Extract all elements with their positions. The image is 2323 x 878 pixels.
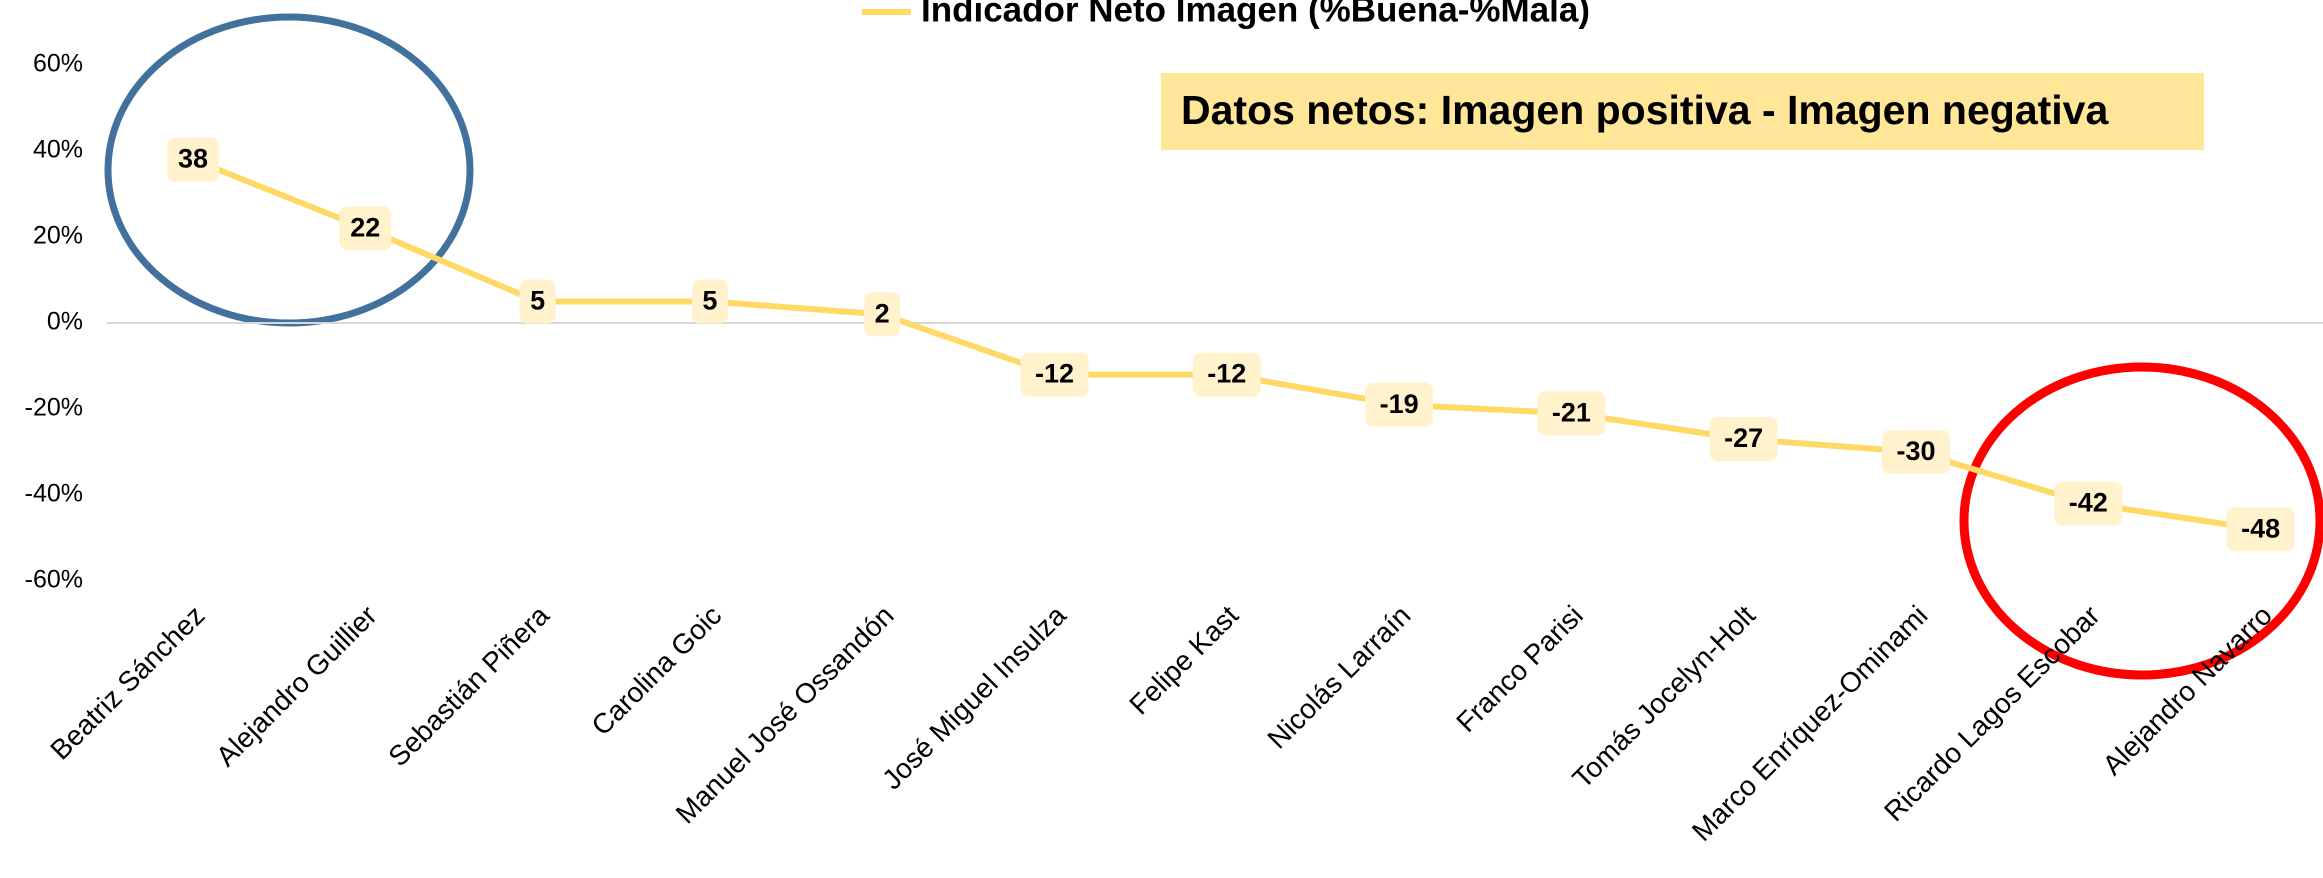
data-label-box xyxy=(1709,417,1778,462)
highlight-circle xyxy=(1959,362,2323,680)
x-tick-label: Carolina Goic xyxy=(585,600,727,742)
x-tick-label: Beatriz Sánchez xyxy=(44,600,210,766)
data-label-box xyxy=(864,292,901,337)
data-label: 5 xyxy=(530,286,545,316)
data-label-box xyxy=(339,206,392,251)
highlight-circle xyxy=(104,13,474,327)
data-label: -21 xyxy=(1552,397,1591,427)
annotation-box xyxy=(1161,73,2204,150)
data-label: 2 xyxy=(875,299,890,329)
data-label-box xyxy=(1192,352,1261,397)
data-label: -30 xyxy=(1896,436,1935,466)
y-tick-label: -20% xyxy=(25,394,83,422)
x-tick-label: Nicolás Larraín xyxy=(1261,600,1416,755)
x-tick-label: Franco Parisi xyxy=(1450,600,1589,739)
data-label-box xyxy=(691,279,728,324)
data-label: 22 xyxy=(350,213,380,243)
data-label: -42 xyxy=(2069,488,2108,518)
data-label: -48 xyxy=(2241,514,2280,544)
y-tick-label: 20% xyxy=(33,222,83,250)
legend-label: Indicador Neto Imagen (%Buena-%Mala) xyxy=(921,0,1590,29)
data-label-box xyxy=(519,279,556,324)
x-tick-label: Alejandro Navarro xyxy=(2097,600,2278,781)
data-label-box xyxy=(1882,430,1950,474)
data-label: 38 xyxy=(178,144,208,174)
data-label-box xyxy=(167,137,219,182)
data-label-box xyxy=(2226,507,2295,552)
data-label: -19 xyxy=(1380,389,1419,419)
y-tick-label: -60% xyxy=(25,566,83,594)
y-tick-label: 60% xyxy=(33,50,83,78)
x-tick-label: Sebastián Piñera xyxy=(382,599,555,772)
data-label-box xyxy=(1537,391,1606,436)
y-tick-label: -40% xyxy=(25,480,83,508)
data-label-box xyxy=(1365,382,1434,427)
data-label: -12 xyxy=(1035,359,1074,389)
data-label-box xyxy=(2054,481,2123,526)
data-label: -12 xyxy=(1207,359,1246,389)
x-tick-label: Tomás Jocelyn-Holt xyxy=(1566,599,1761,794)
x-tick-label: Alejandro Guillier xyxy=(210,600,383,773)
line-series xyxy=(191,156,2262,533)
y-tick-label: 40% xyxy=(33,136,83,164)
data-label: -27 xyxy=(1724,423,1763,453)
data-label: 5 xyxy=(702,286,717,316)
annotation: Datos netos: Imagen positiva - Imagen ne… xyxy=(1181,87,2109,133)
data-label-box xyxy=(1020,352,1089,397)
y-tick-label: 0% xyxy=(47,308,83,336)
x-tick-label: José Miguel Insulza xyxy=(876,599,1072,795)
x-tick-label: Felipe Kast xyxy=(1123,599,1244,720)
